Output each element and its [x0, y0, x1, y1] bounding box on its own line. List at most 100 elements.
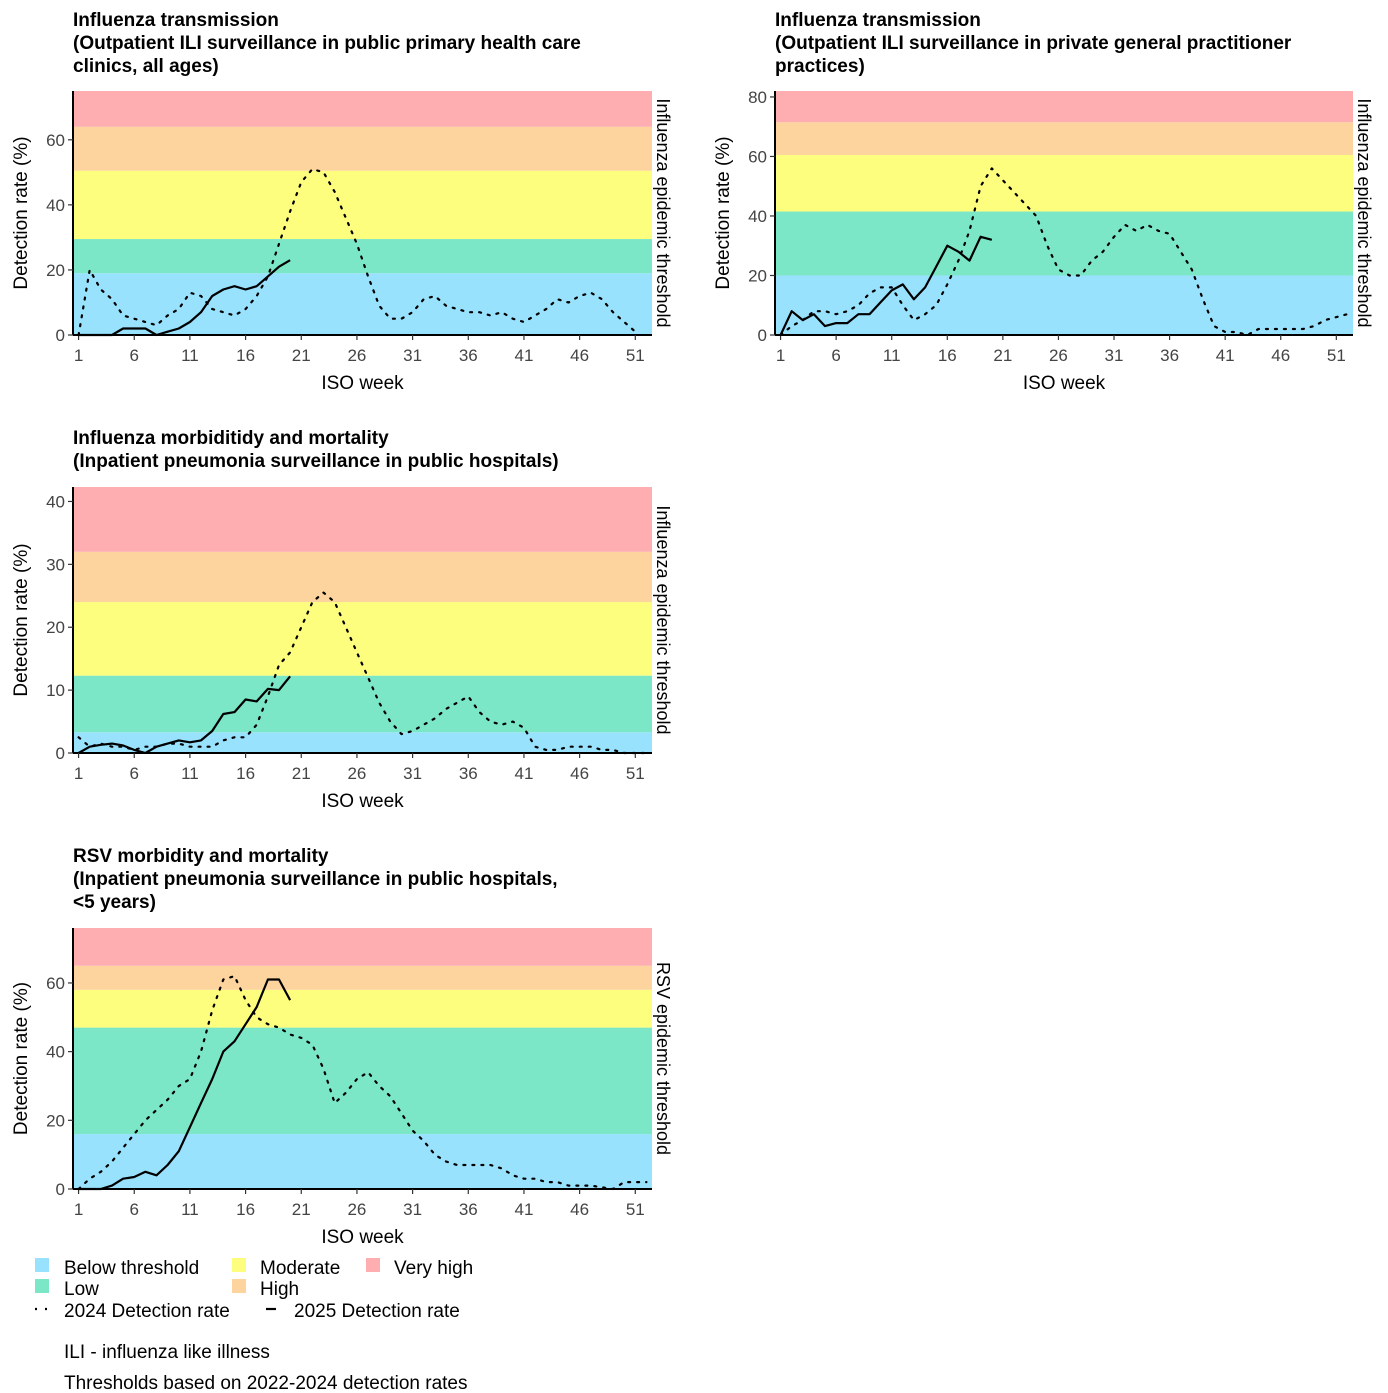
threshold-band-low — [73, 1027, 652, 1135]
x-tick-label: 16 — [938, 346, 957, 365]
y-tick-label: 60 — [46, 131, 65, 150]
threshold-band-moderate — [73, 989, 652, 1028]
threshold-band-low — [73, 675, 652, 733]
threshold-band-very-high — [73, 91, 652, 127]
series-2024-line — [779, 167, 1349, 337]
chart-panel-3: Influenza morbiditidy and mortality(Inpa… — [11, 428, 673, 812]
chart-panels: Influenza transmission(Outpatient ILI su… — [11, 10, 1374, 1248]
x-tick-label: 1 — [776, 346, 785, 365]
threshold-band-high — [775, 122, 1353, 155]
y-tick-label: 40 — [46, 196, 65, 215]
threshold-band-high — [73, 126, 652, 171]
y-tick-label: 20 — [748, 266, 767, 285]
threshold-band-below — [73, 273, 652, 335]
x-tick-label: 16 — [236, 1200, 255, 1219]
y-tick-label: 40 — [748, 207, 767, 226]
x-tick-label: 46 — [1271, 346, 1290, 365]
legend-label-2025: 2025 Detection rate — [294, 1301, 460, 1322]
legend-label-below: Below threshold — [64, 1258, 199, 1279]
y-axis-label: Detection rate (%) — [11, 982, 32, 1135]
legend-key-high — [232, 1279, 246, 1293]
x-tick-label: 26 — [347, 1200, 366, 1219]
x-tick-label: 51 — [626, 764, 645, 783]
x-tick-label: 26 — [347, 764, 366, 783]
y-tick-label: 40 — [46, 1043, 65, 1062]
y-axis-label: Detection rate (%) — [713, 136, 734, 289]
x-tick-label: 36 — [459, 764, 478, 783]
y-tick-label: 0 — [56, 744, 65, 763]
x-tick-label: 16 — [236, 764, 255, 783]
x-tick-label: 36 — [459, 1200, 478, 1219]
threshold-band-very-high — [73, 928, 652, 966]
x-tick-label: 1 — [74, 1200, 83, 1219]
y-tick-label: 20 — [46, 618, 65, 637]
threshold-band-low — [73, 239, 652, 274]
x-tick-label: 36 — [1160, 346, 1179, 365]
y-tick-label: 60 — [46, 974, 65, 993]
legend-label-high: High — [260, 1279, 299, 1300]
chart-title-line: (Inpatient pneumonia surveillance in pub… — [73, 869, 558, 890]
x-tick-label: 46 — [570, 764, 589, 783]
x-tick-label: 21 — [993, 346, 1012, 365]
x-tick-label: 31 — [1105, 346, 1124, 365]
chart-title-line: (Outpatient ILI surveillance in public p… — [73, 33, 581, 54]
x-tick-label: 36 — [459, 346, 478, 365]
y-tick-label: 30 — [46, 555, 65, 574]
x-tick-label: 16 — [236, 346, 255, 365]
x-tick-label: 11 — [181, 346, 199, 365]
chart-panel-4: RSV morbidity and mortality(Inpatient pn… — [11, 846, 673, 1248]
legend-label-very-high: Very high — [394, 1258, 473, 1279]
x-tick-label: 46 — [570, 346, 589, 365]
x-tick-label: 6 — [130, 346, 139, 365]
threshold-band-below — [775, 275, 1353, 335]
chart-title-line: practices) — [775, 56, 865, 77]
x-tick-label: 1 — [74, 764, 83, 783]
x-tick-label: 6 — [831, 346, 840, 365]
series-2025-line — [78, 978, 292, 1191]
series-2024-line — [77, 591, 648, 755]
threshold-band-moderate — [775, 154, 1353, 212]
chart-panel-1: Influenza transmission(Outpatient ILI su… — [11, 10, 673, 394]
x-tick-label: 26 — [347, 346, 366, 365]
chart-panel-2: Influenza transmission(Outpatient ILI su… — [713, 10, 1374, 394]
footnote-ili: ILI - influenza like illness — [64, 1342, 270, 1363]
chart-title-line: Influenza morbiditidy and mortality — [73, 428, 389, 449]
y-tick-label: 10 — [46, 681, 65, 700]
legend-key-below — [35, 1258, 49, 1272]
x-tick-label: 41 — [514, 764, 533, 783]
y-axis-label: Detection rate (%) — [11, 136, 32, 289]
y-tick-label: 60 — [748, 147, 767, 166]
chart-title-line: <5 years) — [73, 892, 156, 913]
x-axis-label: ISO week — [1023, 373, 1106, 394]
threshold-band-below — [73, 1134, 652, 1189]
x-tick-label: 51 — [1327, 346, 1346, 365]
series-2025-line — [78, 675, 291, 755]
y-tick-label: 0 — [758, 326, 767, 345]
chart-title-line: Influenza transmission — [73, 10, 279, 31]
threshold-band-very-high — [73, 487, 652, 552]
x-tick-label: 21 — [292, 346, 311, 365]
x-axis-label: ISO week — [321, 791, 404, 812]
y-tick-label: 40 — [46, 492, 65, 511]
x-tick-label: 41 — [514, 1200, 533, 1219]
x-tick-label: 6 — [130, 764, 139, 783]
x-tick-label: 31 — [403, 1200, 422, 1219]
epidemic-threshold-label: RSV epidemic threshold — [653, 962, 673, 1155]
epidemic-threshold-label: Influenza epidemic threshold — [1354, 98, 1374, 327]
x-tick-label: 26 — [1049, 346, 1068, 365]
x-tick-label: 21 — [292, 764, 311, 783]
series-2025-line — [779, 235, 993, 336]
epidemic-threshold-label: Influenza epidemic threshold — [653, 98, 673, 327]
legend-key-very-high — [366, 1258, 380, 1272]
threshold-band-below — [73, 732, 652, 753]
legend-key-low — [35, 1279, 49, 1293]
y-tick-label: 20 — [46, 1111, 65, 1130]
series-2025-line — [78, 259, 291, 337]
epidemic-threshold-label: Influenza epidemic threshold — [653, 505, 673, 734]
x-tick-label: 51 — [626, 1200, 645, 1219]
x-tick-label: 46 — [570, 1200, 589, 1219]
x-tick-label: 51 — [626, 346, 645, 365]
footnote-thresholds: Thresholds based on 2022-2024 detection … — [64, 1373, 468, 1393]
y-tick-label: 20 — [46, 261, 65, 280]
